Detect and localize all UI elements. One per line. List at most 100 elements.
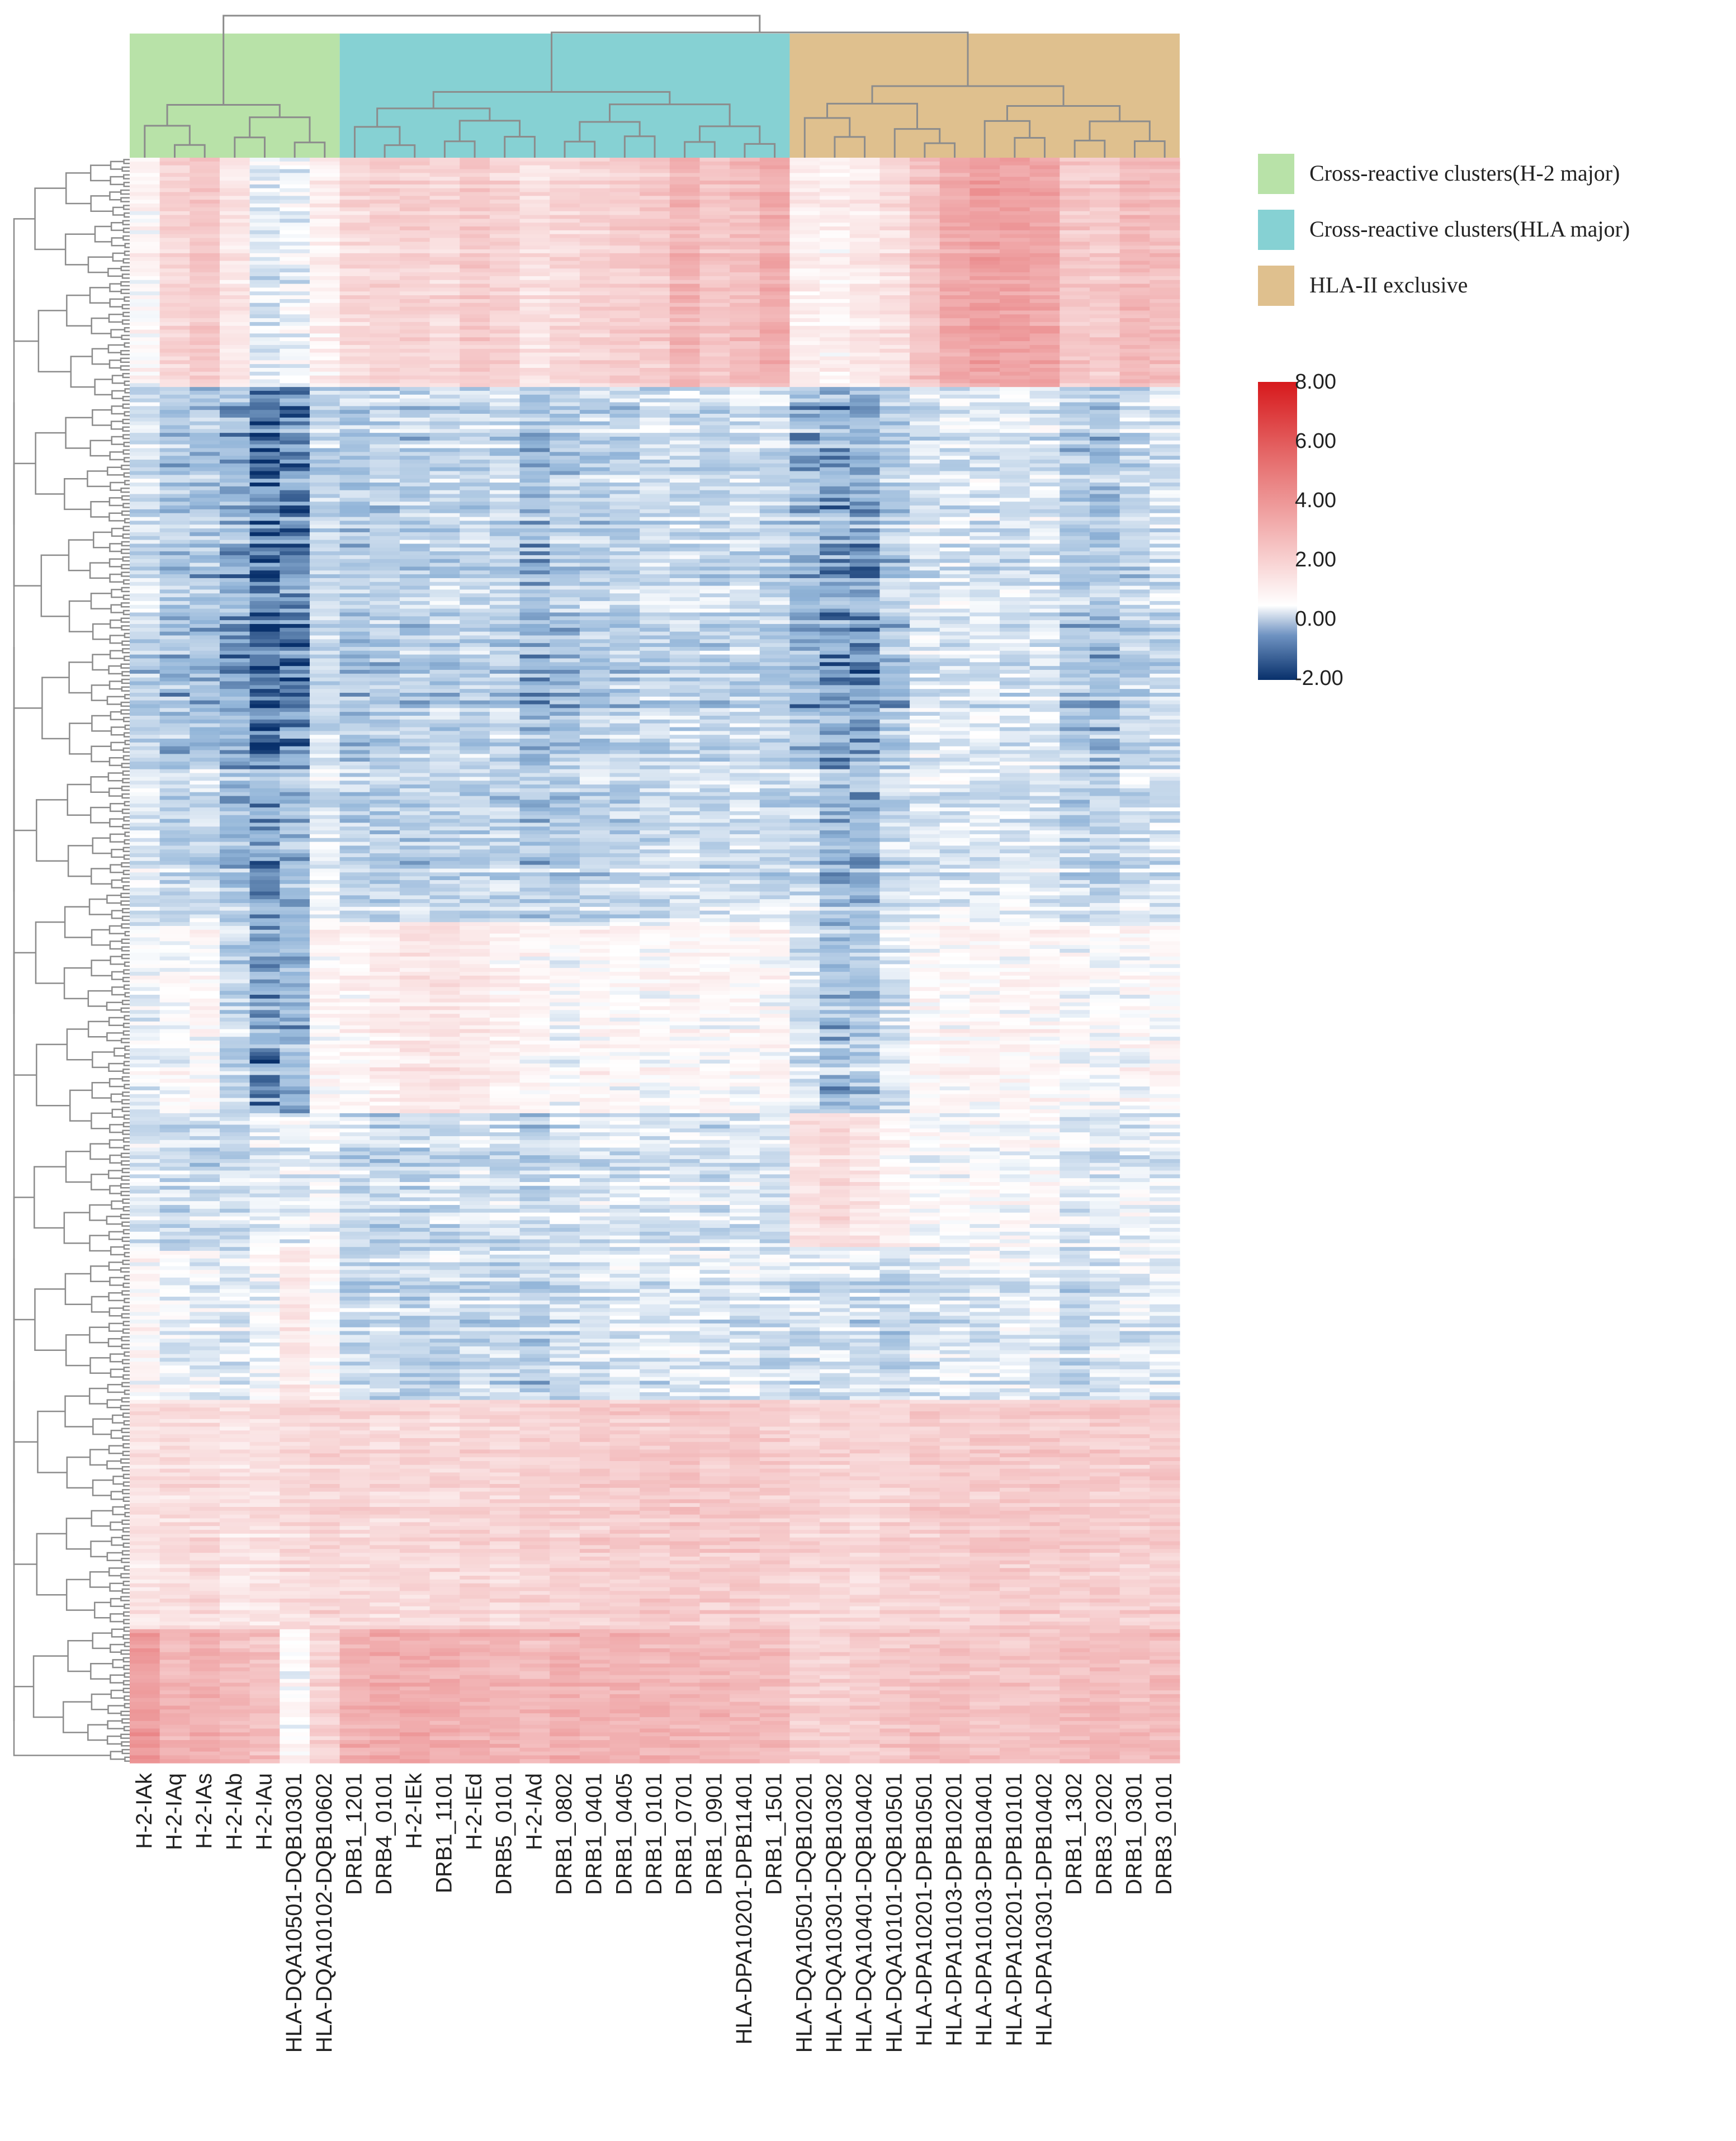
heatmap-cell (1090, 371, 1120, 376)
heatmap-cell (159, 291, 190, 296)
heatmap-cell (370, 158, 400, 162)
heatmap-cell (399, 574, 431, 579)
heatmap-cell (579, 479, 611, 483)
heatmap-cell (399, 242, 431, 246)
dendrogram-branch (122, 1229, 130, 1235)
dendrogram-branch (124, 632, 130, 639)
heatmap-cell (1059, 314, 1090, 319)
heatmap-cell (130, 173, 160, 177)
heatmap-cell (910, 394, 940, 399)
heatmap-cell (1090, 616, 1120, 621)
heatmap-cell (370, 257, 400, 262)
heatmap-cell (579, 192, 611, 196)
heatmap-cell (280, 337, 310, 342)
heatmap-cell (1150, 204, 1180, 208)
heatmap-cell (669, 410, 701, 414)
heatmap-cell (759, 169, 791, 173)
heatmap-cell (609, 517, 640, 521)
heatmap-cell (969, 528, 1000, 533)
heatmap-cell (309, 192, 340, 196)
heatmap-cell (939, 356, 970, 361)
heatmap-cell (669, 245, 701, 250)
heatmap-cell (669, 643, 701, 648)
heatmap-cell (609, 406, 640, 410)
heatmap-cell (579, 398, 611, 403)
heatmap-cell (519, 276, 550, 281)
heatmap-cell (1029, 490, 1060, 495)
heatmap-cell (1119, 452, 1150, 456)
heatmap-cell (789, 257, 820, 262)
heatmap-cell (339, 387, 370, 391)
heatmap-cell (579, 486, 611, 491)
heatmap-cell (1150, 348, 1180, 353)
heatmap-cell (130, 207, 160, 212)
heatmap-cell (219, 322, 250, 327)
heatmap-cell (1090, 207, 1120, 212)
heatmap-cell (1119, 406, 1150, 410)
heatmap-cell (939, 379, 970, 384)
heatmap-cell (759, 249, 791, 254)
heatmap-cell (550, 475, 580, 479)
heatmap-cell (820, 540, 850, 545)
heatmap-cell (399, 585, 431, 590)
heatmap-cell (699, 612, 730, 617)
heatmap-cell (1000, 356, 1030, 361)
heatmap-cell (519, 616, 550, 621)
heatmap-cell (159, 421, 190, 426)
dendrogram-branch (94, 379, 112, 396)
heatmap-cell (550, 490, 580, 495)
heatmap-cell (640, 597, 670, 602)
heatmap-cell (460, 429, 490, 433)
heatmap-cell (550, 505, 580, 510)
heatmap-cell (1150, 375, 1180, 380)
heatmap-cell (370, 517, 400, 521)
heatmap-cell (309, 165, 340, 170)
heatmap-cell (249, 211, 280, 216)
heatmap-cell (519, 181, 550, 185)
heatmap-cell (370, 379, 400, 384)
heatmap-cell (820, 608, 850, 613)
heatmap-cell (669, 452, 701, 456)
heatmap-cell (1150, 513, 1180, 518)
heatmap-cell (730, 177, 760, 181)
heatmap-cell (130, 452, 160, 456)
heatmap-cell (1150, 490, 1180, 495)
heatmap-cell (699, 547, 730, 552)
heatmap-cell (550, 574, 580, 579)
dendrogram-branch (110, 1521, 124, 1531)
heatmap-cell (1059, 425, 1090, 429)
heatmap-cell (789, 192, 820, 196)
heatmap-cell (370, 314, 400, 319)
heatmap-cell (460, 364, 490, 368)
heatmap-cell (759, 498, 791, 502)
heatmap-cell (280, 505, 310, 510)
heatmap-cell (370, 578, 400, 583)
heatmap-cell (219, 383, 250, 387)
heatmap-cell (640, 402, 670, 407)
heatmap-cell (489, 509, 521, 514)
heatmap-cell (370, 398, 400, 403)
dendrogram-branch (122, 1412, 130, 1418)
heatmap-cell (969, 314, 1000, 319)
heatmap-cell (190, 280, 220, 285)
heatmap-cell (159, 467, 190, 472)
heatmap-cell (669, 344, 701, 349)
heatmap-cell (789, 283, 820, 289)
heatmap-cell (1119, 325, 1150, 330)
heatmap-cell (280, 631, 310, 636)
heatmap-cell (910, 371, 940, 376)
heatmap-cell (460, 467, 490, 472)
heatmap-cell (609, 483, 640, 487)
heatmap-cell (789, 570, 820, 575)
heatmap-cell (849, 295, 881, 300)
heatmap-cell (489, 574, 521, 579)
heatmap-cell (519, 291, 550, 296)
heatmap-cell (399, 394, 431, 399)
heatmap-cell (309, 188, 340, 193)
heatmap-cell (519, 452, 550, 456)
heatmap-cell (579, 348, 611, 353)
heatmap-cell (640, 169, 670, 173)
heatmap-cell (249, 505, 280, 510)
heatmap-cell (789, 276, 820, 281)
heatmap-cell (699, 387, 730, 391)
